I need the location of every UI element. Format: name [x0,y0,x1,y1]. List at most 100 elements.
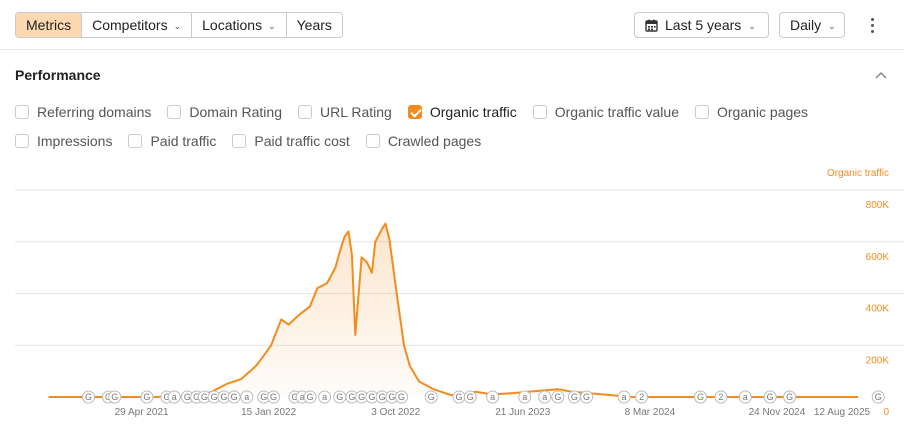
annotation-marker: G [395,390,409,404]
annotation-label: G [85,392,92,402]
x-tick-label: 24 Nov 2024 [749,407,806,418]
annotation-label: G [111,392,118,402]
annotation-label: G [358,392,365,402]
y-tick-label: 400K [866,304,890,315]
metric-label: Organic traffic value [554,104,679,120]
more-vertical-icon[interactable] [864,14,880,36]
annotation-label: G [193,392,200,402]
annotation-label: 2 [718,392,723,402]
y-axis-ticks: 0 200K 400K 600K 800K [866,200,890,418]
checkbox[interactable] [365,134,380,148]
metric-toggle-referring-domains[interactable]: Referring domains [15,104,151,120]
annotation-label: a [300,392,305,402]
granularity-label: Daily [790,17,822,33]
annotation-circle [580,390,594,404]
metric-toggles-row-1: Referring domains Domain Rating URL Rati… [15,102,824,122]
annotation-marker: G [871,390,885,404]
annotation-circle [617,390,631,404]
annotation-circle [167,390,181,404]
series-line [48,222,859,398]
x-tick-label: 8 Mar 2024 [625,407,676,418]
annotation-circle [140,390,154,404]
tab-label: Years [296,17,332,33]
annotation-circle [538,390,552,404]
annotation-label: a [542,392,547,402]
annotation-label: G [260,392,267,402]
organic-traffic-chart[interactable]: Organic traffic GGGGGaGGGGGGaGGGaGaGGGGG… [0,160,904,432]
annotation-label: G [398,392,405,402]
metric-toggle-impressions[interactable]: Impressions [15,133,112,149]
metric-toggle-organic-traffic-value[interactable]: Organic traffic value [532,104,679,120]
annotation-label: G [348,392,355,402]
view-tabs: Metrics Competitors ⌄ Locations ⌄ Years [15,12,343,38]
tab-label: Locations [202,17,263,33]
annotation-marker: a [738,390,752,404]
y-axis-title: Organic traffic [827,168,889,179]
annotation-circle [240,390,254,404]
checkbox[interactable] [15,105,29,119]
x-tick-label: 21 Jun 2023 [495,407,550,418]
annotation-label: G [571,392,578,402]
annotation-label: G [379,392,386,402]
annotation-marker: G [140,390,154,404]
annotation-marker: a [538,390,552,404]
series-organic-traffic [48,222,859,398]
metric-label: Paid traffic cost [254,133,350,149]
x-tick-label: 3 Oct 2022 [371,407,420,418]
annotation-circle [108,390,122,404]
metric-toggle-paid-traffic-cost[interactable]: Paid traffic cost [232,133,350,149]
tab-competitors[interactable]: Competitors ⌄ [82,13,193,37]
annotation-label: G [231,392,238,402]
x-tick-label: 29 Apr 2021 [115,407,169,418]
checkbox[interactable] [128,134,143,148]
annotation-marker: 2 [635,390,649,404]
checkbox[interactable] [695,105,709,119]
annotation-label: G [307,392,314,402]
tab-locations[interactable]: Locations ⌄ [192,13,287,37]
chart-area-layer [48,222,859,398]
annotation-circle [486,390,500,404]
annotation-label: G [368,392,375,402]
annotation-circle [551,390,565,404]
metric-toggle-crawled-pages[interactable]: Crawled pages [365,133,481,149]
granularity-dropdown[interactable]: Daily ⌄ [779,12,845,38]
annotation-label: a [622,392,627,402]
annotation-label: G [786,392,793,402]
checkbox[interactable] [167,105,182,119]
annotation-label: G [583,392,590,402]
chevron-down-icon: ⌄ [828,21,836,31]
metric-toggle-organic-pages[interactable]: Organic pages [695,104,808,120]
chevron-down-icon: ⌄ [748,21,756,31]
annotation-marker: G [82,390,96,404]
period-dropdown[interactable]: Last 5 years ⌄ [634,12,769,38]
annotation-label: G [220,392,227,402]
tab-years[interactable]: Years [286,13,342,37]
checkbox[interactable] [15,134,29,148]
annotation-label: a [322,392,327,402]
annotation-marker: G [303,390,317,404]
chevron-up-icon[interactable] [874,70,888,80]
annotation-marker: G [783,390,797,404]
annotation-label: a [743,392,748,402]
checkbox[interactable] [532,105,547,119]
annotation-marker: a [617,390,631,404]
annotation-label: G [554,392,561,402]
annotation-label: G [291,392,298,402]
annotation-circle [395,390,409,404]
annotation-marker: a [486,390,500,404]
x-tick-label: 12 Aug 2025 [814,407,871,418]
metric-label: Domain Rating [189,104,282,120]
metric-label: Impressions [37,133,113,149]
toolbar: Metrics Competitors ⌄ Locations ⌄ Years … [0,0,904,50]
metric-toggle-paid-traffic[interactable]: Paid traffic [128,133,216,149]
series-area-fill [48,223,859,397]
checkbox[interactable] [298,105,312,119]
metric-toggle-organic-traffic[interactable]: Organic traffic [407,104,517,120]
checkbox-checked[interactable] [407,105,422,119]
annotation-marker: G [257,390,271,404]
tab-metrics[interactable]: Metrics [16,13,83,37]
metric-toggle-url-rating[interactable]: URL Rating [298,104,392,120]
annotation-label: G [767,392,774,402]
checkbox[interactable] [232,134,247,148]
metric-toggle-domain-rating[interactable]: Domain Rating [167,104,282,120]
